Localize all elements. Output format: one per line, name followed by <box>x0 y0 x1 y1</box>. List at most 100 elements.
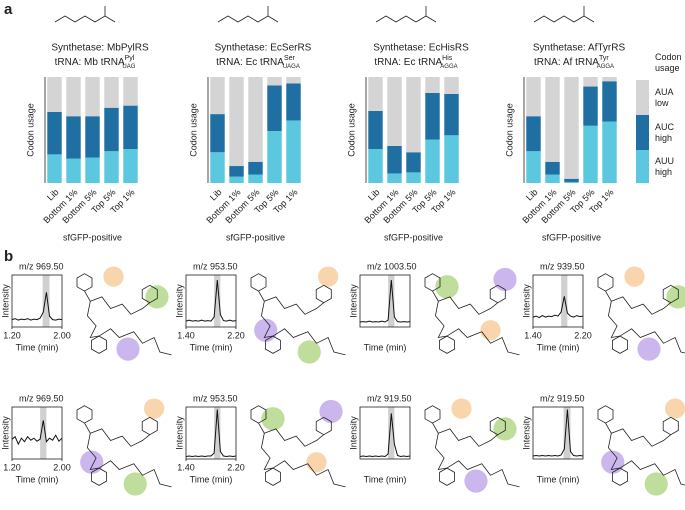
structure-bond <box>86 301 172 356</box>
structure-highlight <box>123 472 147 496</box>
plot-frame <box>185 406 237 460</box>
bar-segment <box>267 131 282 183</box>
chart-subtitle: tRNA: Mb tRNAPyl UAG <box>55 55 136 70</box>
structure-highlight <box>103 266 124 287</box>
chart-title: Synthetase: EcSerRS <box>215 43 312 54</box>
subtitle-text: tRNA: Mb tRNA <box>55 57 125 68</box>
structure-ring <box>315 416 332 436</box>
bar-segment <box>583 77 598 87</box>
y-axis-label: Intensity <box>0 284 10 318</box>
x-tick-label: 2.20 <box>227 462 245 472</box>
chart-title: m/z 919.50 <box>367 393 412 403</box>
structure-highlight <box>624 266 645 287</box>
trace-line <box>185 279 237 322</box>
x-axis-label: Time (min) <box>190 474 233 484</box>
chart-title: m/z 969.50 <box>19 393 64 403</box>
highlight-band <box>563 407 571 459</box>
structure-ring <box>489 284 506 304</box>
structure-ring <box>612 335 628 354</box>
highlight-band <box>388 407 395 459</box>
bar-segment <box>47 111 62 155</box>
plot-frame <box>11 406 63 460</box>
bar-segment <box>425 139 440 183</box>
structure-ring <box>597 273 614 292</box>
bar-segment <box>210 152 225 183</box>
bar-segment <box>545 161 560 175</box>
structure-highlight <box>637 337 661 361</box>
chart-subtitle: tRNA: Ec tRNAHis AGGA <box>374 55 457 70</box>
bar-segment <box>406 172 421 183</box>
structure-ring <box>597 405 614 424</box>
bar-segment <box>85 157 100 183</box>
bar-segment <box>387 145 402 174</box>
bar-segment <box>286 77 301 84</box>
bar-segment <box>368 110 383 150</box>
bar-segment <box>602 121 617 183</box>
highlight-band <box>40 407 47 459</box>
bar-segment <box>66 77 81 117</box>
x-axis-label: Time (min) <box>364 342 407 352</box>
structure-bond <box>258 422 324 447</box>
bar-segment <box>583 86 598 126</box>
structure-bond <box>54 15 116 23</box>
x-tick-label: 1.20 <box>3 462 21 472</box>
bar-segment <box>229 166 244 177</box>
x-tick-label: 1.20 <box>3 330 21 340</box>
structure-ring <box>250 273 267 292</box>
structure-highlight <box>306 452 327 473</box>
chart-title: m/z 939.50 <box>540 261 585 271</box>
bar-segment <box>267 77 282 86</box>
structure-bond <box>84 290 150 315</box>
bar-segment <box>602 81 617 122</box>
bar-segment <box>602 77 617 82</box>
bar-segment <box>425 92 440 140</box>
structure-bond <box>84 422 150 447</box>
subtitle-sup: Ser <box>284 55 296 62</box>
bar-segment <box>85 77 100 117</box>
structure-highlight <box>116 337 140 361</box>
highlight-band <box>388 275 395 327</box>
subtitle-sub: AGGA <box>597 64 614 70</box>
trace-line <box>11 420 63 446</box>
subtitle-sup: Pyl <box>125 55 135 62</box>
bar-segment <box>368 77 383 111</box>
highlight-band <box>214 275 221 327</box>
x-axis-label: sfGFP-positive <box>226 232 285 242</box>
structure-highlight <box>666 285 685 309</box>
structure-ring <box>141 284 158 304</box>
structure-bond <box>607 433 685 486</box>
chart-title: m/z 953.50 <box>193 261 238 271</box>
structure-ring <box>439 335 455 354</box>
structure-ring <box>424 405 441 424</box>
structure-highlight <box>317 266 339 287</box>
structure-ring <box>265 335 281 354</box>
structure-highlight <box>297 340 321 364</box>
plot-frame <box>185 274 237 328</box>
bar-segment <box>47 154 62 183</box>
bar-segment <box>564 181 579 183</box>
panel-label: b <box>4 248 13 265</box>
plot-frame <box>532 274 584 328</box>
structure-bond <box>607 301 685 354</box>
structure-ring <box>315 284 332 304</box>
subtitle-text: tRNA: Af tRNA <box>534 57 599 68</box>
highlight-band <box>42 275 50 327</box>
chart-title: m/z 969.50 <box>19 261 64 271</box>
chart-title: Synthetase: MbPylRS <box>51 43 149 54</box>
bar-segment <box>444 135 459 183</box>
structure-bond <box>434 301 520 356</box>
structure-highlight <box>644 472 668 496</box>
bar-segment <box>368 149 383 183</box>
subtitle-sub: AGGA <box>440 64 457 70</box>
legend-label: AUC high <box>655 121 675 143</box>
y-axis-label: Codon usage <box>504 103 514 157</box>
plot-frame <box>359 274 411 328</box>
legend-swatch <box>636 150 649 183</box>
bar-segment <box>123 105 138 150</box>
chart-subtitle: tRNA: Ec tRNASer UAGA <box>216 55 300 70</box>
bar-segment <box>444 77 459 94</box>
x-tick-label: 1.40 <box>177 462 195 472</box>
structure-highlight <box>254 318 278 342</box>
bar-segment <box>229 77 244 167</box>
structure-bond <box>217 15 279 23</box>
